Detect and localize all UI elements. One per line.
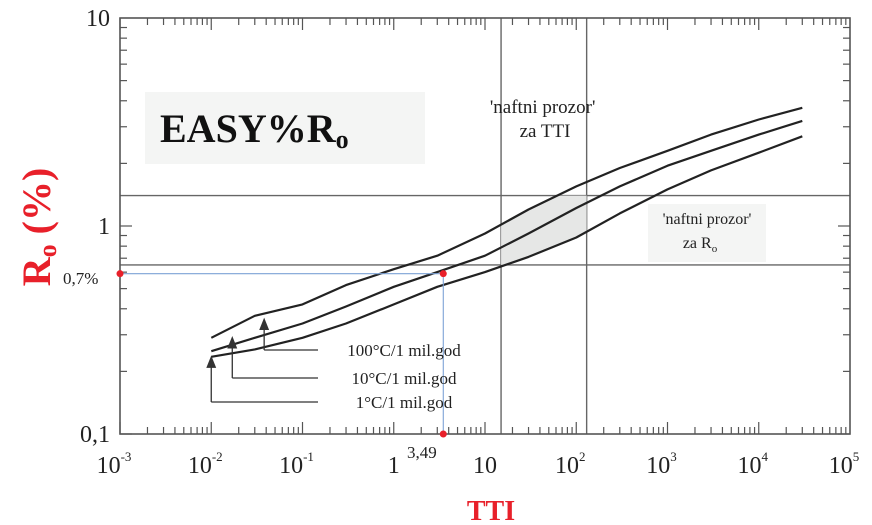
x-tick-label: 10-2	[188, 449, 223, 479]
x-tick-labels: 10-3 10-2 10-1 1 10 102 103 104 105	[97, 449, 860, 479]
marker-x-label: 3,49	[407, 443, 437, 462]
axis-ticks	[119, 18, 850, 435]
series-lines	[210, 106, 803, 358]
title-background	[145, 92, 425, 164]
legend-annotations: 100°C/1 mil.god 10°C/1 mil.god 1°C/1 mil.g…	[206, 317, 461, 412]
legend-label-1: 100°C/1 mil.god	[347, 341, 461, 360]
x-tick-label: 103	[646, 449, 677, 479]
ro-window-label-background	[648, 204, 766, 262]
y-tick-label: 10	[86, 6, 110, 32]
x-tick-label: 1	[388, 453, 400, 479]
marker-point	[439, 270, 447, 278]
y-tick-labels: 0,1 1 10	[80, 6, 110, 448]
tti-window-label: 'naftni prozor' za TTI	[490, 97, 600, 142]
oil-windows	[120, 18, 850, 434]
tti-window-label-line1: 'naftni prozor'	[490, 97, 596, 118]
legend-label-2: 10°C/1 mil.god	[351, 369, 457, 388]
x-tick-label: 105	[829, 449, 860, 479]
y-axis-label-subscript: o	[33, 244, 62, 257]
y-axis-label-text: R	[14, 256, 59, 286]
marker-y-label: 0,7%	[63, 269, 98, 288]
marker-x-axis-point	[439, 430, 447, 438]
ro-window-label: 'naftni prozor' za Ro	[663, 211, 756, 255]
y-axis-label-unit: (%)	[14, 168, 59, 245]
x-tick-label: 10-1	[279, 449, 314, 479]
oil-window-overlap	[501, 195, 587, 265]
chart-title: EASY%Ro	[160, 106, 349, 154]
chart-title-subscript: o	[336, 125, 349, 154]
marker-y-axis-point	[116, 270, 124, 278]
y-axis-label: Ro (%)	[14, 168, 62, 287]
ro-window-label-line2: za R	[683, 235, 712, 252]
x-tick-label: 10-3	[97, 449, 132, 479]
x-tick-label: 104	[738, 449, 769, 479]
x-axis-label: TTI	[467, 496, 515, 525]
ro-window-label-line1: 'naftni prozor'	[663, 211, 752, 228]
legend-label-3: 1°C/1 mil.god	[356, 393, 453, 412]
legend-arrow-3	[206, 355, 217, 402]
x-tick-label: 102	[555, 449, 586, 479]
y-tick-label: 1	[98, 214, 110, 240]
tti-window-label-line2: za TTI	[520, 121, 571, 142]
series-line-2	[210, 119, 803, 353]
series-line-3	[211, 135, 803, 358]
legend-arrow-2	[227, 336, 238, 378]
series-line-1	[210, 106, 803, 339]
y-tick-label: 0,1	[80, 422, 110, 448]
legend-arrow-1	[259, 317, 270, 350]
ro-window-label-subscript: o	[712, 243, 718, 255]
chart-title-text: EASY%R	[160, 106, 337, 151]
reading-marker	[116, 270, 447, 438]
x-tick-label: 10	[473, 453, 497, 479]
